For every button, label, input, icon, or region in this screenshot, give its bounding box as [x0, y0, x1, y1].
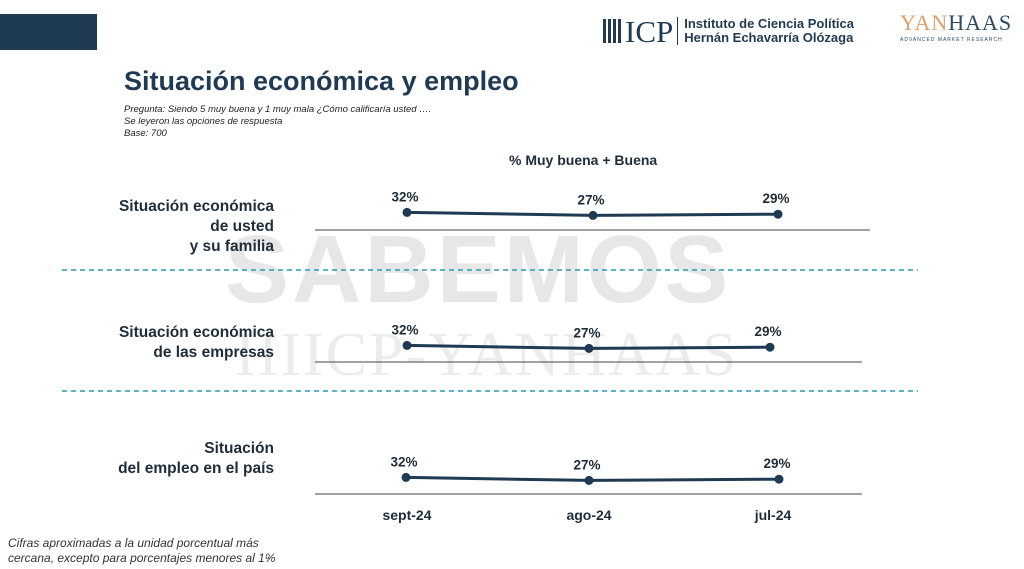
data-label: 29% [754, 324, 781, 339]
icp-bars-icon [603, 19, 621, 43]
icp-name-line-2: Hernán Echavarría Olózaga [684, 30, 854, 45]
data-label: 27% [577, 192, 604, 207]
data-point [588, 210, 598, 220]
row-label-2: Situación económica de las empresas [119, 323, 274, 363]
yanhaas-logo-part-b: HAAS [948, 10, 1013, 35]
data-point [584, 343, 594, 353]
row-label-line: Situación económica [118, 198, 274, 215]
data-point [773, 209, 783, 219]
watermark-logo: IIIICP-YANHAAS [235, 321, 739, 389]
data-point [774, 474, 784, 484]
icp-logo-separator [677, 17, 679, 45]
yanhaas-logo-part-a: YAN [900, 10, 949, 35]
icp-name-line-1: Instituto de Ciencia Política [684, 16, 854, 31]
data-point [765, 342, 775, 352]
header-corner-block [0, 14, 97, 50]
survey-meta: Pregunta: Siendo 5 muy buena y 1 muy mal… [124, 104, 431, 140]
x-tick-label: sept-24 [382, 507, 431, 523]
data-label: 32% [390, 454, 417, 469]
row-label-line: Situación [204, 440, 274, 457]
data-point [401, 472, 411, 482]
data-label: 29% [762, 191, 789, 206]
yanhaas-logo-word: YANHAAS [900, 12, 1020, 34]
base-text: Base: 700 [124, 128, 167, 139]
row-label-1: Situación económica de usted y su famili… [119, 197, 274, 257]
yanhaas-logo: YANHAAS ADVANCED MARKET RESEARCH [900, 12, 1020, 44]
page-title: Situación económica y empleo [124, 66, 519, 96]
row-label-line: de las empresas [153, 344, 274, 361]
x-tick-label: ago-24 [566, 507, 611, 523]
data-label: 32% [391, 322, 418, 337]
icp-logo-word: ICP [625, 13, 674, 49]
data-point [402, 207, 412, 217]
row-label-line: y su familia [189, 238, 274, 255]
data-label: 27% [573, 325, 600, 340]
note-text: Se leyeron las opciones de respuesta [124, 116, 283, 127]
footnote-line-1: Cifras aproximadas a la unidad porcentua… [8, 536, 259, 550]
row-label-line: Situación económica [118, 324, 274, 341]
data-point [584, 475, 594, 485]
data-label: 29% [763, 456, 790, 471]
icp-institute-name: Instituto de Ciencia Política Hernán Ech… [684, 17, 854, 45]
yanhaas-tagline: ADVANCED MARKET RESEARCH [900, 37, 1003, 43]
row-label-3: Situación del empleo en el país [118, 439, 274, 479]
row-label-line: de usted [210, 218, 274, 235]
data-label: 32% [391, 189, 418, 204]
footnote: Cifras aproximadas a la unidad porcentua… [8, 536, 276, 566]
footnote-line-2: cercana, excepto para porcentajes menore… [8, 551, 276, 565]
row-label-line: del empleo en el país [118, 460, 274, 477]
data-point [402, 340, 412, 350]
series-caption: % Muy buena + Buena [509, 152, 658, 168]
x-tick-label: jul-24 [754, 507, 792, 523]
icp-logo: ICP Instituto de Ciencia Política Hernán… [603, 14, 854, 48]
question-text: Pregunta: Siendo 5 muy buena y 1 muy mal… [124, 104, 432, 115]
data-label: 27% [573, 457, 600, 472]
